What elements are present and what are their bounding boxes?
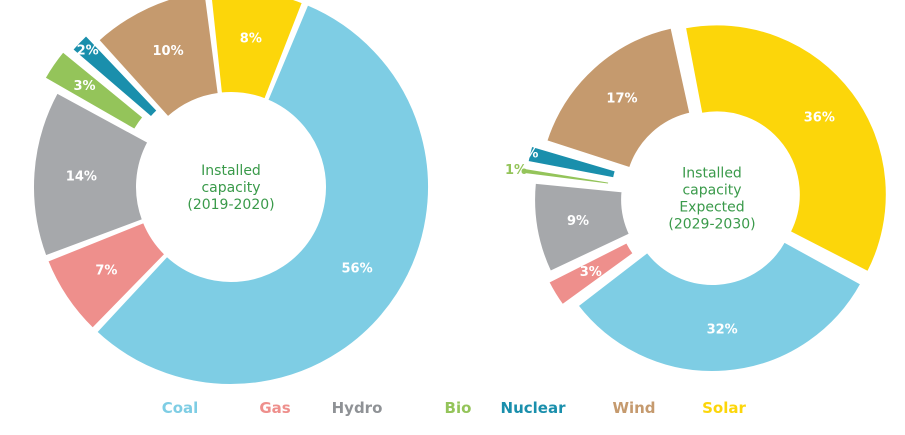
legend: Coal Gas Hydro Bio Nuclear Wind Solar	[162, 399, 747, 417]
slice-gas	[546, 240, 636, 307]
center-label-line: (2019-2020)	[187, 197, 274, 213]
slice-label-gas: 7%	[95, 263, 117, 278]
slice-coal	[94, 3, 430, 386]
donut-chart-2: 32% 3% 9% 1% 2% 17% 36% Installed capacity Expect…	[505, 23, 888, 373]
center-label-line: capacity	[682, 183, 741, 199]
slice-solar	[210, 0, 305, 101]
slice-gas	[45, 220, 167, 331]
slice-label-coal: 32%	[707, 323, 738, 338]
slice-label-gas: 3%	[580, 265, 602, 280]
center-label-line: capacity	[201, 180, 260, 196]
slice-bio	[520, 166, 611, 186]
center-label-line: Installed	[201, 163, 261, 179]
center-label-line: Installed	[682, 166, 742, 182]
slice-hydro	[32, 91, 150, 258]
legend-item-wind: Wind	[612, 399, 655, 417]
slice-wind	[96, 0, 220, 119]
center-label-line: (2029-2030)	[668, 217, 755, 233]
slice-label-nuclear: 2%	[77, 43, 99, 58]
slice-nuclear	[526, 144, 618, 180]
slice-bio	[43, 49, 145, 132]
slice-hydro	[533, 181, 632, 274]
center-label: Installed capacity Expected (2029-2030)	[668, 166, 755, 233]
slice-label-wind: 17%	[606, 92, 637, 107]
slice-label-bio: 1%	[505, 163, 527, 178]
slice-label-hydro: 9%	[567, 214, 589, 229]
slice-label-nuclear: 2%	[516, 146, 538, 161]
slice-label-solar: 8%	[240, 31, 262, 46]
donut-chart-1: 56% 7% 14% 3% 2% 10% 8% Installed capacity (2019-…	[32, 0, 430, 386]
center-label: Installed capacity (2019-2020)	[187, 163, 274, 213]
slice-solar	[683, 23, 888, 274]
slice-label-bio: 3%	[73, 79, 95, 94]
legend-item-hydro: Hydro	[332, 399, 383, 417]
slice-wind	[545, 26, 692, 170]
slice-label-coal: 56%	[342, 261, 373, 276]
legend-item-nuclear: Nuclear	[501, 399, 567, 417]
legend-item-gas: Gas	[259, 399, 290, 417]
legend-item-coal: Coal	[162, 399, 199, 417]
slice-label-solar: 36%	[804, 111, 835, 126]
slice-label-hydro: 14%	[66, 170, 97, 185]
slice-label-wind: 10%	[153, 44, 184, 59]
center-label-line: Expected	[679, 200, 744, 216]
legend-item-solar: Solar	[702, 399, 746, 417]
legend-item-bio: Bio	[445, 399, 472, 417]
slice-coal	[576, 240, 863, 373]
slice-nuclear	[70, 33, 160, 119]
